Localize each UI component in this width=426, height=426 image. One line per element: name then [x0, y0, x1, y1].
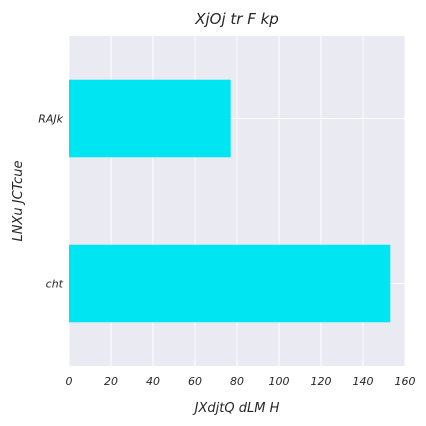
x-tick-label: 100: [269, 375, 290, 388]
y-axis-label: LNXu JCTcue: [11, 161, 26, 242]
x-tick-label: 120: [311, 375, 332, 388]
y-ticks: RAJk cht: [38, 113, 63, 291]
x-ticks: 0 20 40 60 80 100 120 140 160: [66, 375, 416, 388]
x-tick-label: 80: [230, 375, 244, 388]
y-tick-label: RAJk: [38, 113, 63, 126]
x-axis-label: JXdjtQ dLM H: [192, 401, 280, 416]
x-tick-label: 20: [104, 375, 118, 388]
bar: [69, 79, 231, 158]
x-tick-label: 40: [146, 375, 160, 388]
x-tick-label: 160: [395, 375, 416, 388]
x-tick-label: 140: [353, 375, 374, 388]
chart-title: XjOj tr F kp: [194, 10, 279, 28]
x-tick-label: 0: [66, 375, 73, 388]
bar: [69, 244, 391, 323]
x-tick-label: 60: [188, 375, 202, 388]
bars-layer: [69, 79, 391, 323]
y-tick-label: cht: [46, 278, 64, 291]
